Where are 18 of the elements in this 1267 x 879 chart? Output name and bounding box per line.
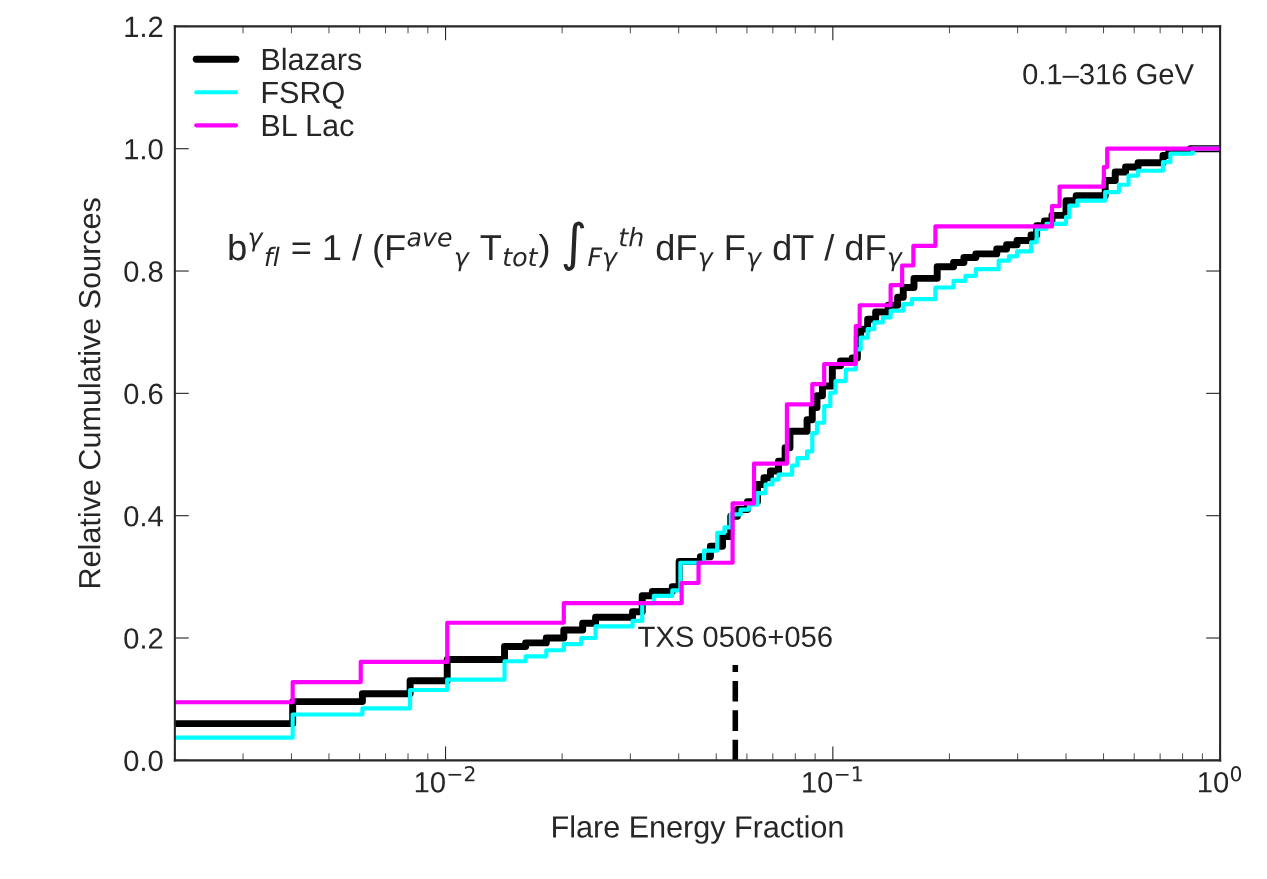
- y-tick-label: 0.2: [124, 628, 163, 649]
- y-tick-label: 0.0: [124, 750, 163, 772]
- legend-label: BL Lac: [262, 115, 354, 137]
- legend-label: Blazars: [262, 47, 362, 71]
- x-tick-label: 10$^{−1}$: [803, 766, 862, 793]
- y-tick-label: 0.6: [124, 383, 163, 405]
- annotation: 0.1–316 GeV: [1023, 63, 1194, 85]
- y-tick-label: 1.0: [125, 138, 163, 160]
- x-tick-label: 10$^{−2}$: [415, 766, 475, 793]
- y-tick-label: 0.8: [124, 261, 163, 282]
- x-tick-label: 10$^{0}$: [1199, 766, 1242, 793]
- y-tick-label: 0.4: [124, 505, 163, 527]
- ref-line-label: TXS 0506+056: [638, 626, 832, 648]
- legend-label: FSRQ: [262, 81, 344, 109]
- x-axis-title: Flare Energy Fraction: [553, 815, 843, 844]
- y-axis-title: Relative Cumulative Sources: [78, 198, 101, 587]
- text: b$^{γ}$$_{fl}$ = 1 / (F$^{ave}$$_{γ}$ T$_{tot}$) ∫$_{Fγ}$$^{th}$ dF$_{γ}$ F$_{γ}$ dT / dF$_{γ}$: [229, 221, 903, 272]
- y-tick-label: 1.2: [125, 16, 163, 37]
